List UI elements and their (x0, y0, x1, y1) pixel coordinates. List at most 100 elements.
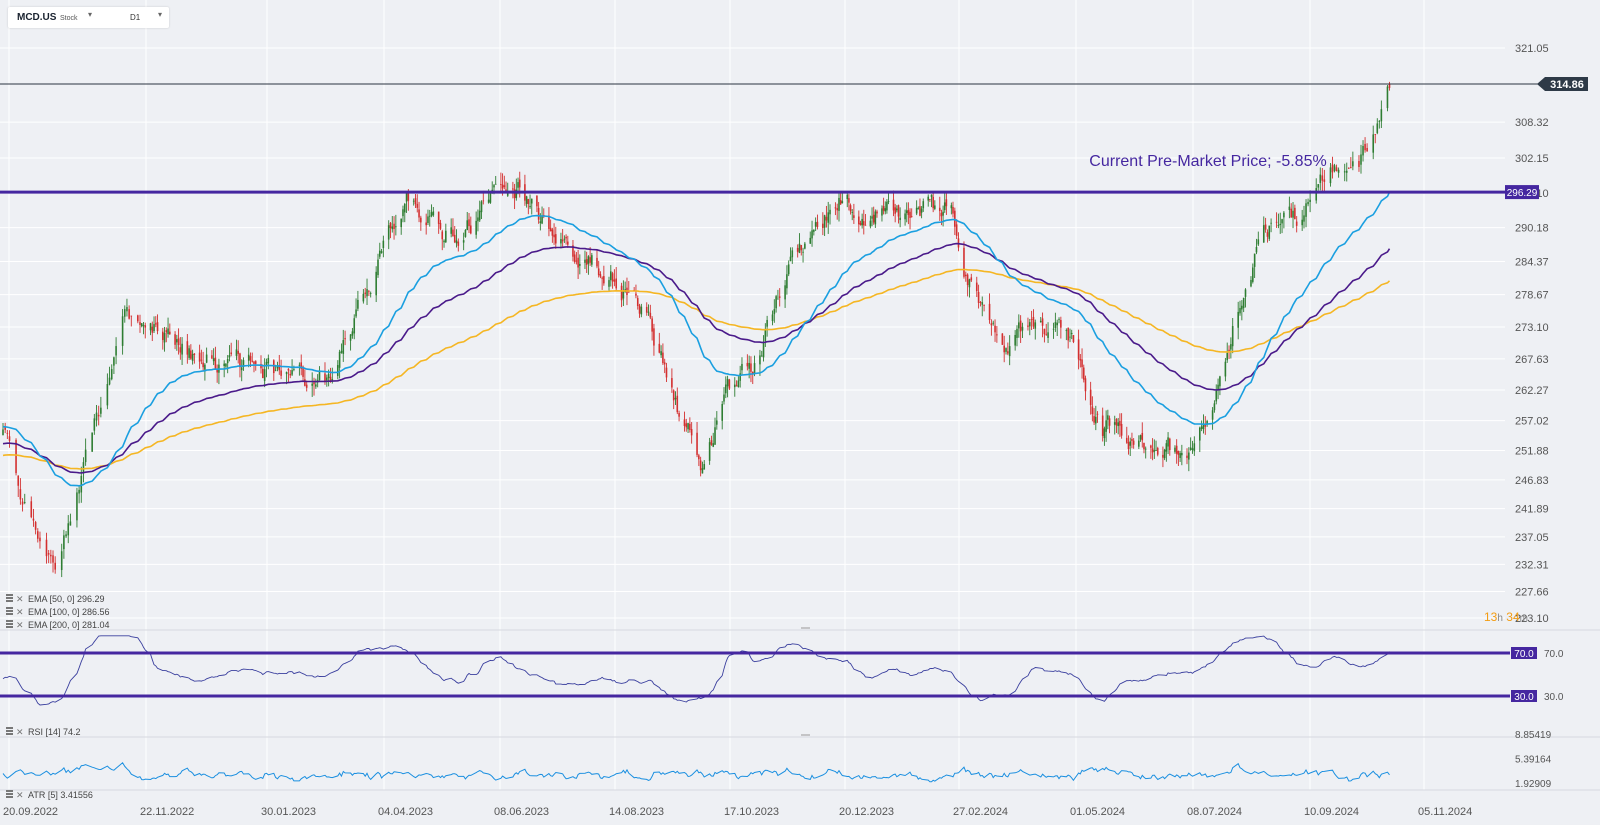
candle-body (34, 522, 37, 530)
price-axis: 321.05308.32302.15296.10290.18284.37278.… (1505, 43, 1588, 790)
candle-body (577, 257, 579, 268)
list-icon (6, 610, 13, 612)
candle-body (529, 205, 531, 208)
timeframe-dropdown-icon[interactable]: ▾ (158, 10, 163, 19)
candle-body (620, 285, 623, 301)
candle-body (1294, 207, 1296, 220)
candle-body (746, 362, 749, 367)
candle-body (1028, 322, 1031, 327)
candle-body (115, 346, 117, 356)
candle-body (240, 367, 243, 371)
candle-body (1257, 239, 1260, 245)
close-icon[interactable]: ✕ (16, 594, 24, 604)
candle-body (482, 200, 485, 202)
candle-body (751, 371, 754, 374)
candle-body (455, 240, 458, 244)
candle-body (1226, 352, 1229, 361)
candle-body (142, 325, 145, 327)
symbol-name[interactable]: MCD.US (17, 12, 57, 23)
candle-body (441, 231, 444, 240)
legend-ema200: EMA [200, 0] 281.04 (28, 620, 110, 630)
candle-body (468, 219, 470, 227)
candle-body (327, 373, 330, 379)
candle-body (981, 302, 984, 305)
candle-body (551, 229, 554, 236)
rsi-level-tag (1511, 690, 1537, 702)
candle-body (97, 414, 100, 417)
candle-body (1321, 175, 1324, 181)
candle-body (1189, 447, 1192, 450)
candle-body (851, 212, 854, 213)
candle-body (403, 203, 406, 213)
countdown-hours-unit: h (1497, 613, 1503, 624)
candle-body (450, 227, 452, 234)
candle-body (489, 193, 492, 203)
candle-body (200, 359, 203, 361)
candle-body (430, 212, 433, 216)
candle-body (163, 332, 166, 343)
candle-body (1319, 174, 1322, 183)
candle-body (1305, 203, 1307, 217)
candle-body (549, 227, 552, 232)
axis-bg (1505, 0, 1600, 825)
symbol-toolbar[interactable]: MCD.US Stock ▾ D1 ▾ (8, 7, 169, 28)
candle-body (113, 357, 115, 366)
candle-body (527, 199, 530, 205)
list-icon (6, 613, 13, 615)
candle-body (212, 358, 215, 362)
candle-body (177, 338, 180, 346)
close-icon[interactable]: ✕ (16, 607, 24, 617)
candle-body (609, 271, 612, 281)
candle-body (678, 413, 680, 417)
candle-body (1043, 328, 1046, 335)
candle-body (787, 264, 790, 275)
candle-body (324, 373, 326, 381)
candle-body (1244, 289, 1247, 297)
candle-body (1143, 442, 1145, 450)
candle-body (938, 207, 941, 212)
candle-body (342, 340, 345, 354)
candle-body (17, 475, 20, 486)
candle-body (934, 205, 936, 209)
candle-body (154, 323, 157, 325)
symbol-dropdown-icon[interactable]: ▾ (88, 10, 93, 19)
candle-body (674, 397, 677, 400)
candle-body (1034, 322, 1037, 329)
close-icon[interactable]: ✕ (16, 790, 24, 800)
countdown-hours: 13 (1484, 610, 1498, 624)
legend-ema100: EMA [100, 0] 286.56 (28, 607, 110, 617)
candle-body (825, 216, 828, 221)
close-icon[interactable]: ✕ (16, 727, 24, 737)
candle-body (420, 217, 422, 223)
candle-body (280, 370, 282, 376)
timeframe-selector[interactable]: D1 (130, 13, 141, 22)
candle-body (265, 361, 268, 366)
candle-body (1388, 84, 1391, 88)
candle-body (1179, 453, 1181, 458)
candle-body (561, 239, 564, 242)
close-icon[interactable]: ✕ (16, 620, 24, 630)
candle-body (1323, 179, 1326, 182)
candle-body (340, 350, 343, 353)
candle-body (405, 193, 408, 202)
candle-body (368, 291, 370, 293)
candle-body (355, 309, 357, 317)
candle-body (703, 464, 706, 470)
candle-body (1079, 358, 1082, 361)
candle-body (329, 376, 332, 382)
candle-body (1204, 424, 1207, 427)
candle-body (1058, 318, 1060, 320)
candle-body (108, 377, 111, 385)
candle-body (836, 208, 839, 211)
candle-body (778, 296, 781, 298)
candle-body (21, 501, 24, 505)
candle-body (6, 432, 9, 434)
candle-body (955, 224, 958, 236)
candle-body (126, 307, 128, 312)
candle-body (1315, 188, 1318, 201)
candle-body (1103, 428, 1106, 439)
candle-body (839, 200, 842, 205)
candle-body (237, 350, 240, 354)
